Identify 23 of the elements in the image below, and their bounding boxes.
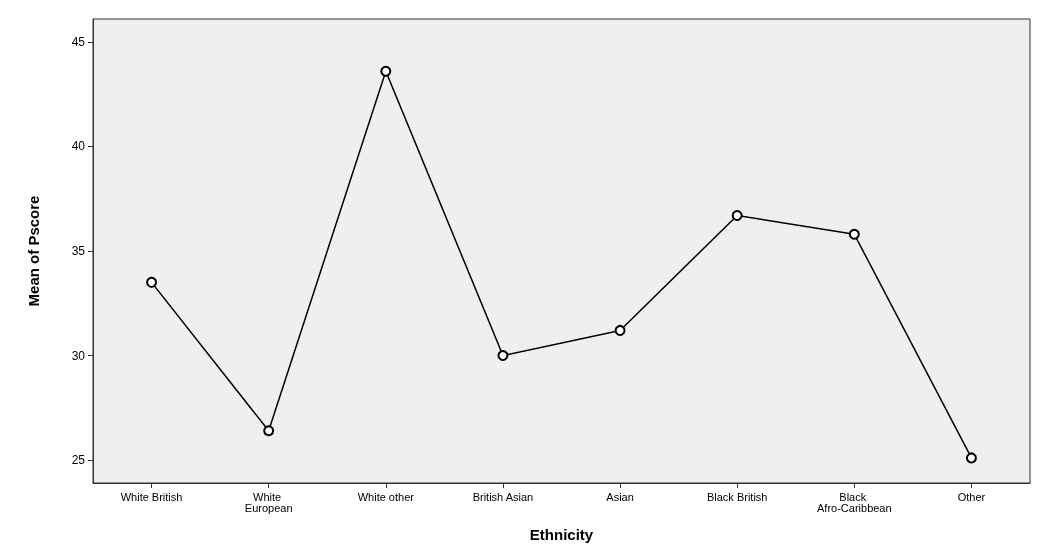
point [731, 209, 743, 221]
x-tick-label: British Asian [472, 490, 534, 503]
y-axis-title: Mean of Pscore [25, 195, 42, 307]
x-tick-label: White British [120, 490, 183, 503]
point [380, 65, 392, 77]
point [848, 228, 860, 240]
y-tick-label: 25 [71, 453, 86, 468]
x-tick-label: White other [357, 490, 415, 503]
x-tick-label: White European [244, 490, 293, 514]
y-tick-label: 45 [71, 34, 86, 49]
y-tick-label: 30 [71, 348, 86, 363]
x-axis-title: Ethnicity [529, 526, 594, 543]
x-tick-label: Black Afro-Caribbean [817, 490, 892, 514]
y-tick-label: 40 [71, 139, 86, 154]
point [263, 425, 275, 437]
point [146, 276, 158, 288]
x-tick-label: Other [957, 490, 986, 503]
x-tick-label: Black British [706, 490, 768, 503]
y-tick-label: 35 [71, 244, 86, 258]
x-tick-label: Asian [606, 490, 634, 503]
point [965, 452, 977, 464]
point [497, 350, 509, 361]
point [614, 324, 626, 336]
